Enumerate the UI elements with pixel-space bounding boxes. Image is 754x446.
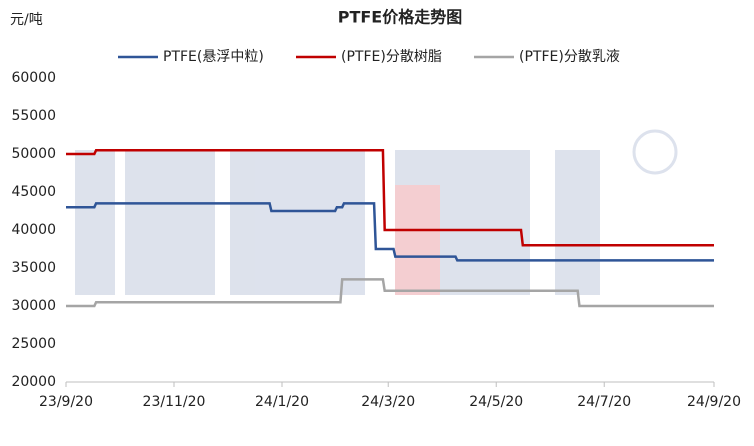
- x-tick-label: 24/5/20: [469, 394, 523, 410]
- y-tick-label: 25000: [11, 336, 56, 352]
- y-tick-label: 35000: [11, 260, 56, 276]
- chart-title: PTFE价格走势图: [338, 8, 463, 27]
- y-tick-label: 60000: [11, 70, 56, 86]
- y-tick-label: 30000: [11, 298, 56, 314]
- legend-label: (PTFE)分散乳液: [519, 49, 620, 65]
- series-line: [66, 148, 714, 247]
- series-line: [66, 278, 714, 308]
- x-tick-label: 24/9/20: [687, 394, 741, 410]
- y-tick-label: 55000: [11, 108, 56, 124]
- y-tick-label: 45000: [11, 184, 56, 200]
- y-tick-label: 20000: [11, 374, 56, 390]
- legend-label: (PTFE)分散树脂: [341, 49, 442, 65]
- x-tick-label: 24/1/20: [255, 394, 309, 410]
- y-tick-label: 50000: [11, 146, 56, 162]
- x-tick-label: 24/3/20: [361, 394, 415, 410]
- y-axis-label: 元/吨: [10, 12, 43, 28]
- x-tick-label: 24/7/20: [577, 394, 631, 410]
- legend-label: PTFE(悬浮中粒): [163, 49, 264, 65]
- y-tick-label: 40000: [11, 222, 56, 238]
- series-line: [66, 202, 714, 262]
- watermark: [75, 129, 678, 295]
- x-tick-label: 23/11/20: [143, 394, 206, 410]
- x-tick-label: 23/9/20: [39, 394, 93, 410]
